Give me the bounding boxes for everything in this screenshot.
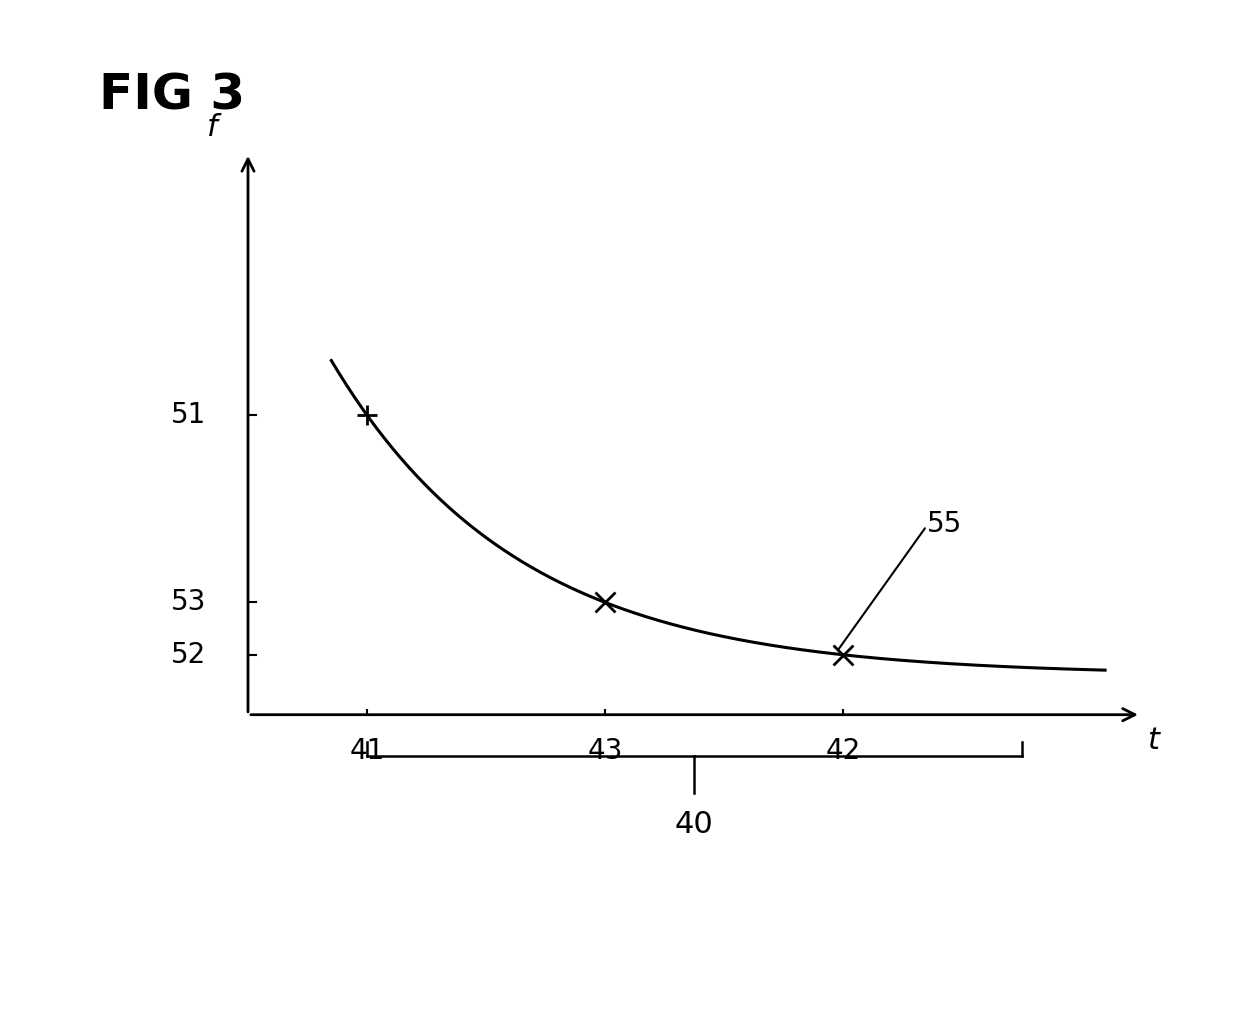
Text: 53: 53: [171, 588, 206, 617]
Text: t: t: [1147, 726, 1158, 756]
Text: 41: 41: [350, 737, 384, 765]
Text: f: f: [207, 113, 218, 142]
Text: 43: 43: [588, 737, 622, 765]
Text: 42: 42: [826, 737, 861, 765]
Text: 40: 40: [675, 810, 714, 839]
Text: FIG 3: FIG 3: [99, 71, 246, 119]
Text: 52: 52: [171, 641, 206, 669]
Text: 51: 51: [171, 401, 206, 429]
Text: 55: 55: [926, 509, 962, 538]
